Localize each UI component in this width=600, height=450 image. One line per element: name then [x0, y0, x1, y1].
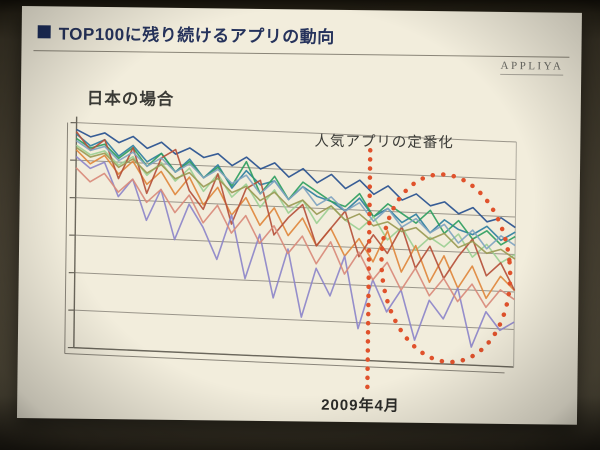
chart-plot-area [64, 116, 517, 374]
title-bullet-square [37, 25, 51, 39]
slide-header: TOP100に残り続けるアプリの動向 [37, 19, 335, 48]
appliya-logo: APPLIYA [500, 59, 564, 76]
annotation-label: 人気アプリの定番化 [314, 133, 454, 152]
date-label: 2009年4月 [321, 396, 400, 415]
app-ranking-line-chart [64, 116, 517, 397]
presentation-slide: TOP100に残り続けるアプリの動向 APPLIYA 日本の場合 人気アプリの定… [16, 6, 582, 425]
highlight-dotted-ellipse [379, 172, 513, 365]
header-rule [33, 50, 570, 58]
slide-title: TOP100に残り続けるアプリの動向 [58, 24, 335, 47]
